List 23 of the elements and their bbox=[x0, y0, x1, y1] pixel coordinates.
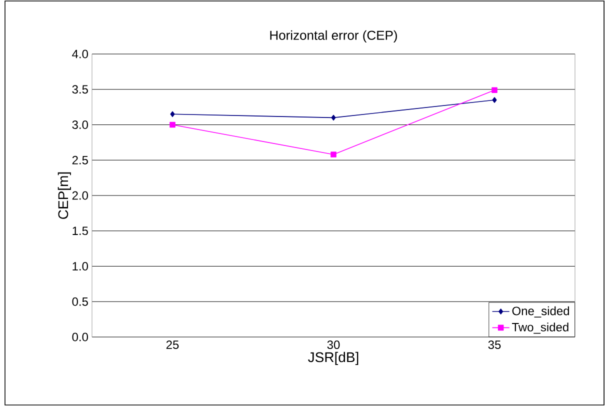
x-axis-title: JSR[dB] bbox=[308, 352, 358, 365]
y-tick-label: 2.0 bbox=[72, 191, 88, 200]
legend-label: One_sided bbox=[512, 306, 570, 318]
y-axis-title: CEP[m] bbox=[58, 172, 71, 219]
y-tick-label: 0.5 bbox=[72, 297, 88, 306]
y-tick-label: 3.0 bbox=[72, 120, 88, 129]
point bbox=[331, 114, 336, 121]
x-tick-label: 30 bbox=[327, 340, 340, 350]
point bbox=[492, 97, 497, 103]
legend-label: Two_sided bbox=[512, 322, 568, 334]
point bbox=[170, 111, 175, 118]
point bbox=[170, 122, 176, 128]
point bbox=[330, 152, 336, 158]
y-tick-label: 1.0 bbox=[72, 262, 88, 270]
y-tick-label: 0.0 bbox=[72, 332, 88, 342]
y-tick-label: 1.5 bbox=[72, 226, 88, 236]
y-tick-label: 3.5 bbox=[72, 85, 88, 94]
x-tick-label: 35 bbox=[488, 340, 501, 350]
point bbox=[492, 87, 498, 93]
y-tick-label: 4.0 bbox=[72, 50, 88, 58]
x-tick-label: 25 bbox=[166, 340, 179, 350]
y-tick-label: 2.5 bbox=[72, 156, 88, 164]
chart-title: Horizontal error (CEP) bbox=[270, 30, 397, 42]
